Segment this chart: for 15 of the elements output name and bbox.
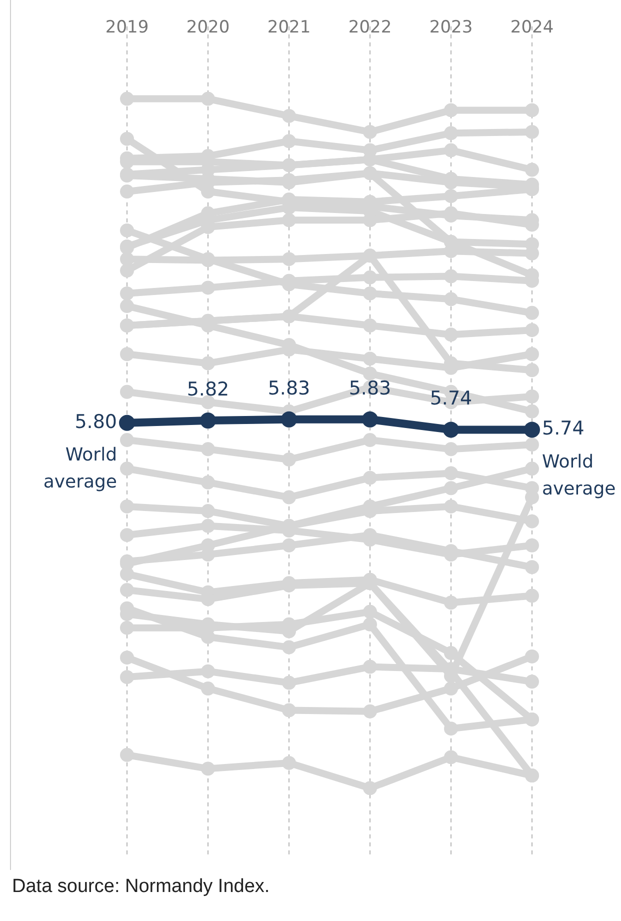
x-tick-label: 2024 — [510, 18, 554, 38]
x-tick-label: 2019 — [105, 18, 149, 38]
x-tick-label: 2020 — [186, 18, 230, 38]
data-label: 5.74 — [430, 388, 472, 410]
annotation: World average — [43, 444, 117, 493]
x-tick-label: 2022 — [348, 18, 392, 38]
source-note: Data source: Normandy Index. — [12, 876, 270, 898]
x-tick-label: 2021 — [267, 18, 311, 38]
x-tick-label: 2023 — [429, 18, 473, 38]
data-label: 5.83 — [268, 377, 310, 400]
data-label: 5.82 — [186, 378, 230, 400]
data-label: 5.83 — [348, 377, 392, 400]
data-label: 5.74 — [542, 418, 584, 440]
data-label: 5.80 — [74, 410, 117, 433]
annotation: World average — [542, 451, 616, 500]
